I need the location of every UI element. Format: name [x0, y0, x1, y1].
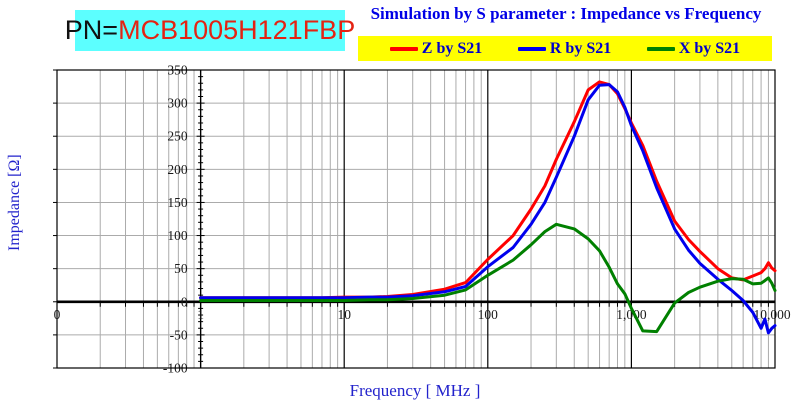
- legend-line-x-icon: [646, 46, 675, 51]
- legend-label-x: X by S21: [678, 39, 741, 57]
- x-tick-labels: 0 1 10 100 1,000 10,000: [54, 307, 791, 322]
- legend-item-z: Z by S21: [389, 39, 483, 58]
- y-axis-title: Impedance [Ω]: [6, 154, 23, 252]
- legend-item-x: X by S21: [646, 39, 741, 58]
- y-tick-label: 50: [174, 261, 188, 276]
- legend-line-z-icon: [389, 46, 418, 51]
- curve-x-by-s21: [199, 222, 777, 334]
- y-tick-label: 100: [167, 228, 188, 243]
- y-tick-label: 300: [167, 96, 188, 111]
- legend-item-r: R by S21: [517, 39, 612, 58]
- gridlines: [57, 70, 775, 368]
- pn-prefix: PN=: [64, 15, 119, 45]
- x-tick-label: 100: [478, 307, 499, 322]
- y-tick-label: -50: [170, 327, 188, 342]
- curve-r-by-s21: [199, 83, 777, 335]
- x-tick-label: 1: [197, 307, 204, 322]
- legend-label-z: Z by S21: [421, 39, 483, 57]
- pn-part-number: MCB1005H121FBP: [118, 15, 356, 45]
- legend-label-r: R by S21: [549, 39, 612, 57]
- x-tick-label: 1,000: [616, 307, 647, 322]
- x-axis-title: Frequency [ MHz ]: [349, 381, 481, 400]
- chart-title: Simulation by S parameter : Impedance vs…: [370, 4, 762, 23]
- y-tick-label: 150: [167, 195, 188, 210]
- y-tick-label: 0: [181, 294, 188, 309]
- part-number-badge: PN= MCB1005H121FBP: [65, 10, 355, 51]
- plot-border: [56, 69, 776, 369]
- y-tick-label: 250: [167, 129, 188, 144]
- y-tick-label: 200: [167, 162, 188, 177]
- chart-legend: Z by S21 R by S21 X by S21: [358, 36, 772, 61]
- legend-line-r-icon: [517, 46, 546, 51]
- x-tick-label: 10: [337, 307, 351, 322]
- x-tick-label: 10,000: [753, 307, 790, 322]
